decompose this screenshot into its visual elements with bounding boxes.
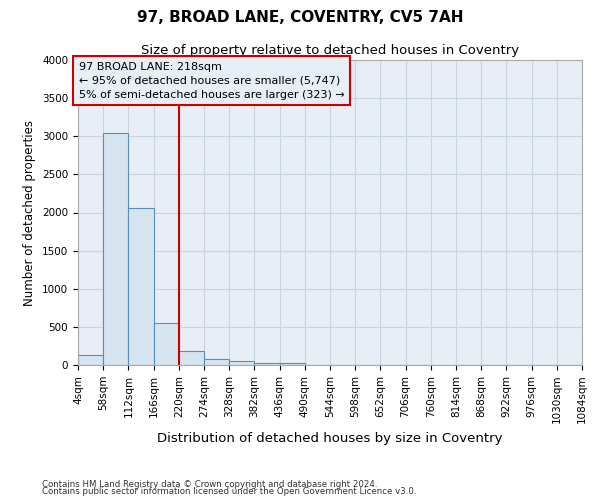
Text: 97 BROAD LANE: 218sqm
← 95% of detached houses are smaller (5,747)
5% of semi-de: 97 BROAD LANE: 218sqm ← 95% of detached … (79, 62, 344, 100)
X-axis label: Distribution of detached houses by size in Coventry: Distribution of detached houses by size … (157, 432, 503, 444)
Text: 97, BROAD LANE, COVENTRY, CV5 7AH: 97, BROAD LANE, COVENTRY, CV5 7AH (137, 10, 463, 25)
Bar (103, 133, 128, 365)
Bar (154, 323, 179, 365)
Bar (179, 350, 204, 365)
Bar (254, 362, 280, 365)
Bar (78, 355, 103, 365)
Title: Size of property relative to detached houses in Coventry: Size of property relative to detached ho… (141, 44, 519, 58)
Bar (229, 361, 254, 365)
Bar (280, 364, 305, 365)
Bar (204, 359, 229, 365)
Text: Contains public sector information licensed under the Open Government Licence v3: Contains public sector information licen… (42, 487, 416, 496)
Y-axis label: Number of detached properties: Number of detached properties (23, 120, 37, 306)
Text: Contains HM Land Registry data © Crown copyright and database right 2024.: Contains HM Land Registry data © Crown c… (42, 480, 377, 489)
Bar (128, 208, 154, 365)
